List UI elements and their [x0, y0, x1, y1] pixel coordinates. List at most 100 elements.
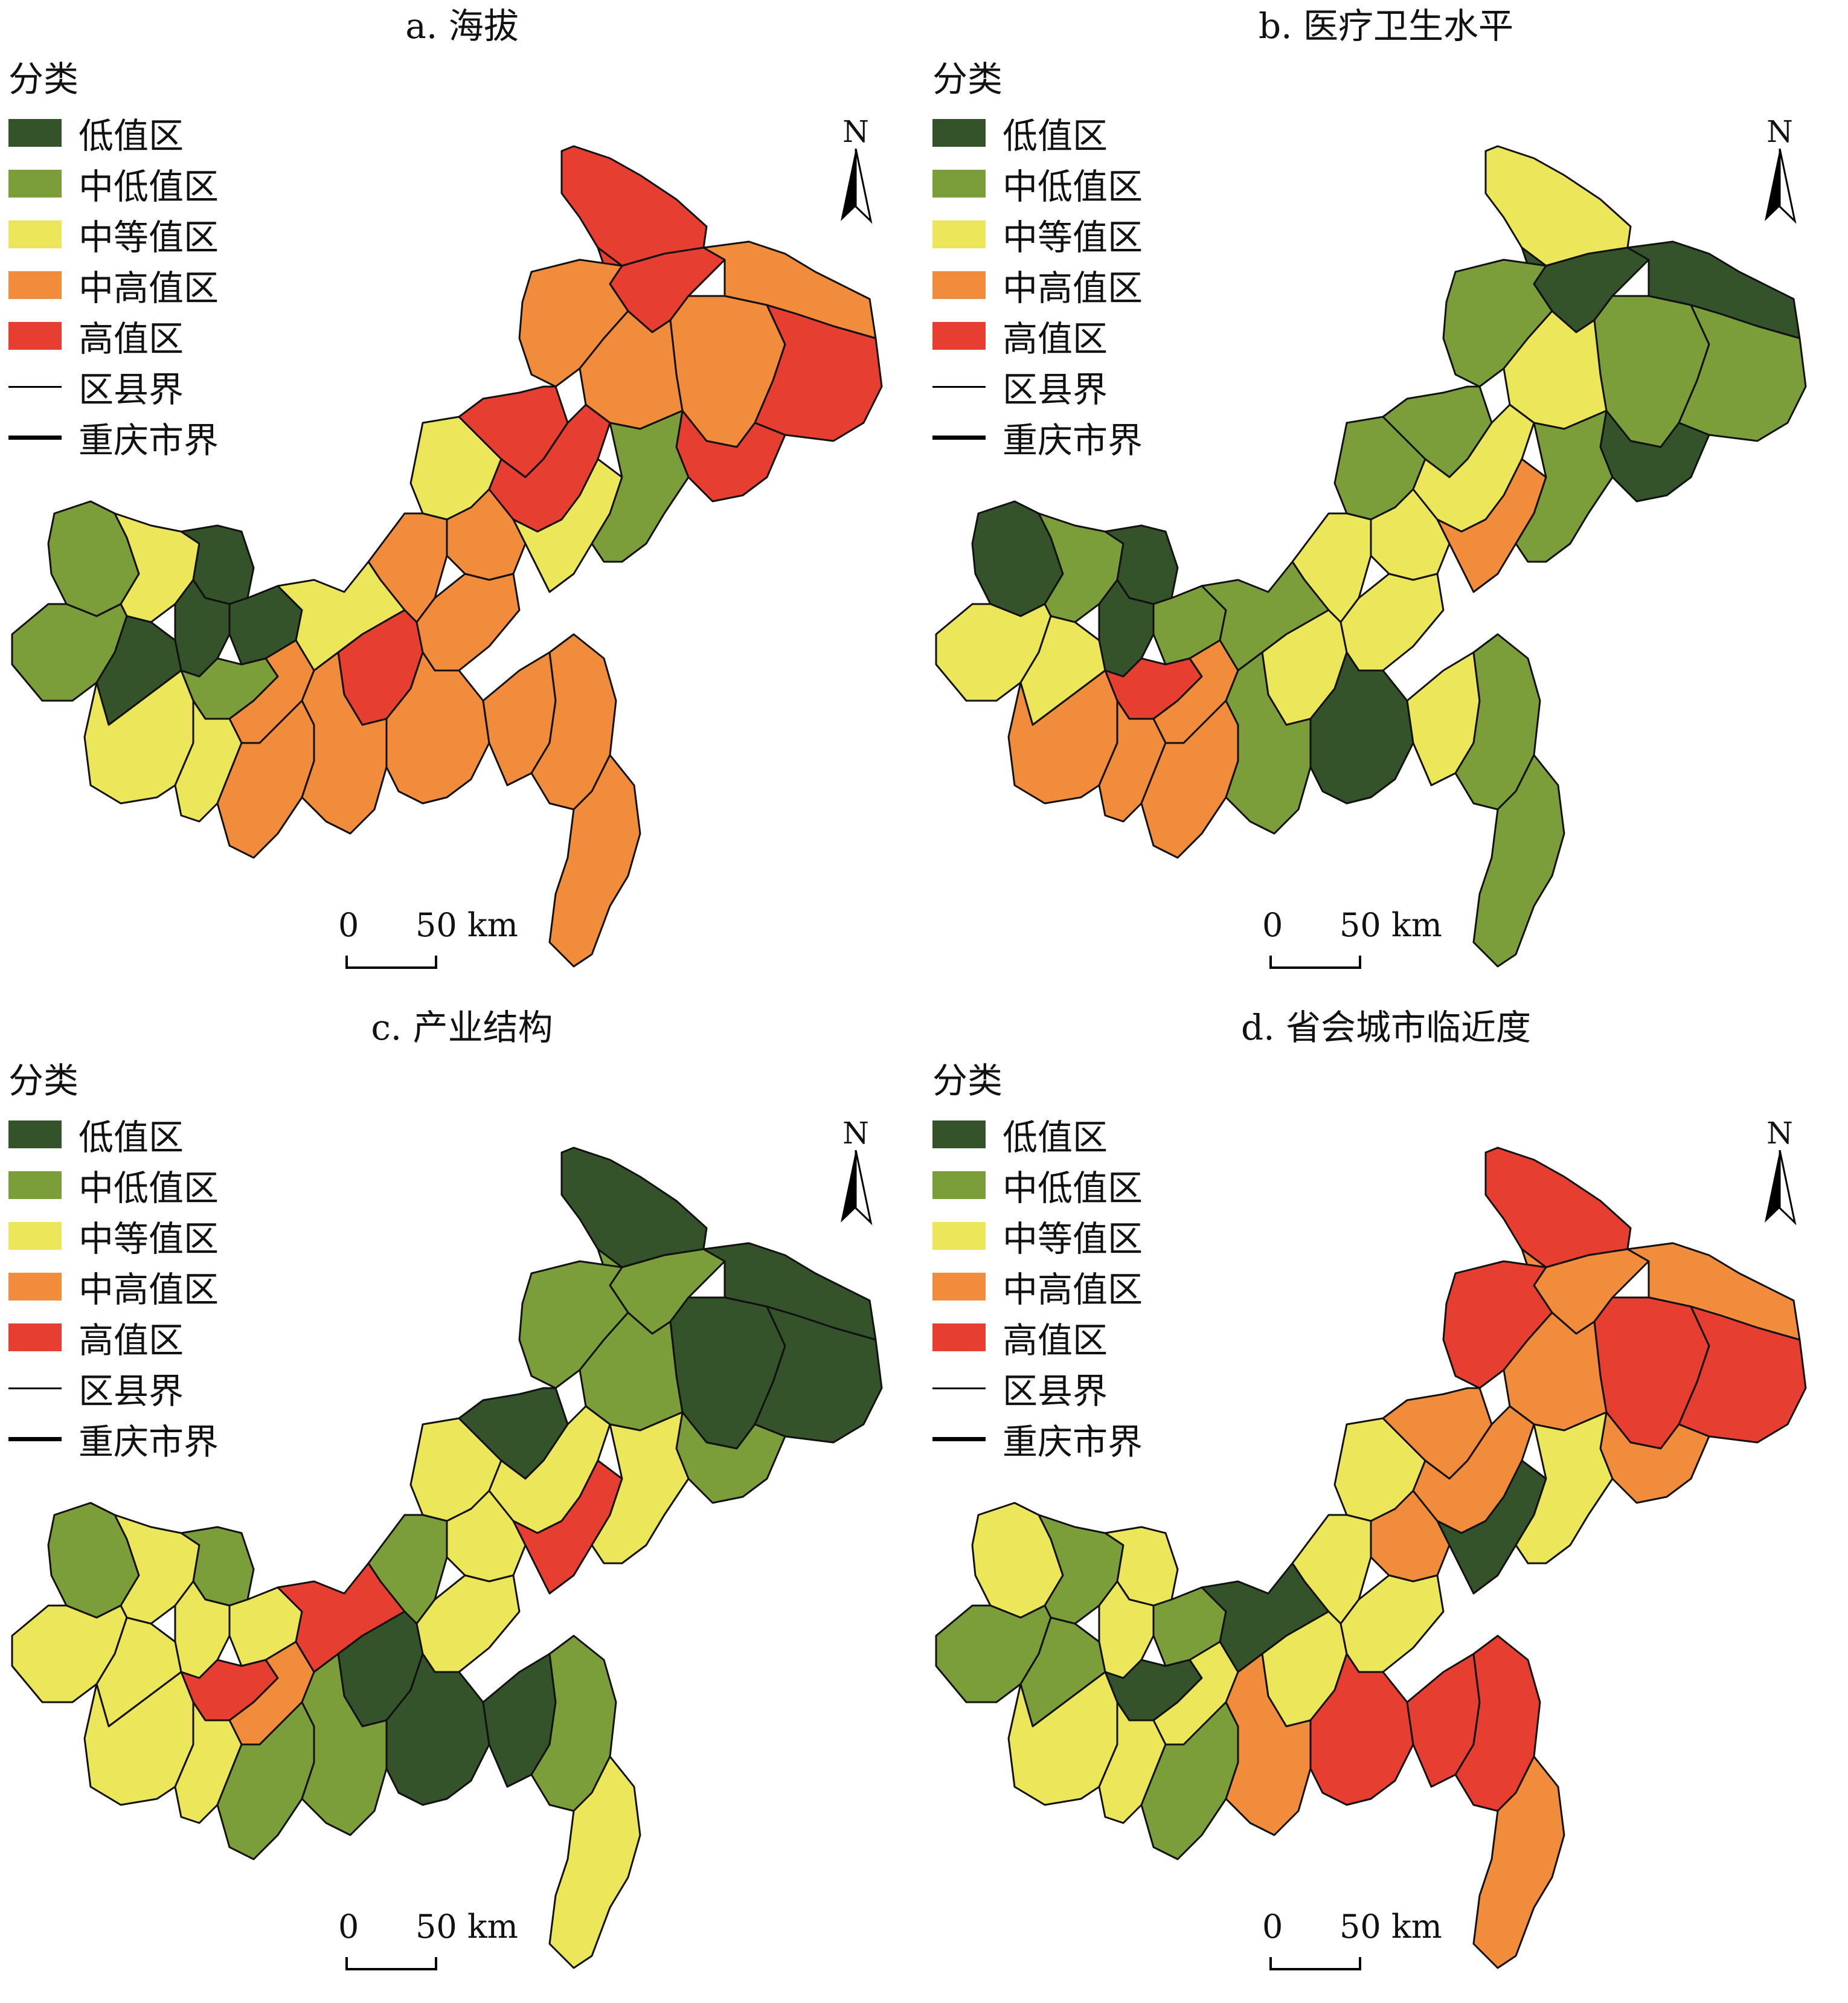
legend-label: 中等值区 [79, 217, 219, 258]
legend-swatch [8, 1273, 62, 1301]
north-label: N [842, 114, 869, 149]
legend-item-high: 高值区 [932, 1312, 1143, 1363]
legend-label: 中等值区 [1003, 1218, 1143, 1259]
county-region [1225, 651, 1312, 835]
legend-item-mid-high: 中高值区 [932, 260, 1143, 310]
legend-item-mid-low: 中低值区 [8, 158, 219, 209]
legend-label: 中高值区 [1003, 1269, 1143, 1310]
scale-bar-line [1269, 956, 1361, 969]
legend: 分类 低值区 中低值区 中等值区 中高值区 高值区 区县界 重庆市界 [8, 1059, 219, 1464]
legend-item-mid-high: 中高值区 [8, 1261, 219, 1312]
county-region [446, 1490, 527, 1583]
legend-label: 低值区 [1003, 115, 1108, 156]
county-boundary-line [8, 385, 62, 388]
north-label: N [842, 1116, 869, 1151]
north-label: N [1766, 1116, 1793, 1151]
legend-item-high: 高值区 [932, 310, 1143, 361]
scale-zero-label: 0 [338, 1908, 359, 1946]
legend-heading: 分类 [8, 1060, 79, 1101]
legend-heading: 分类 [932, 59, 1003, 100]
legend-label: 区县界 [1003, 369, 1108, 410]
legend-label: 区县界 [79, 1371, 184, 1412]
legend-swatch [8, 1323, 62, 1351]
legend-label: 区县界 [1003, 1371, 1108, 1412]
legend-item-county-boundary: 区县界 [932, 361, 1143, 412]
county-region [1225, 1653, 1312, 1836]
legend-label: 中高值区 [79, 1269, 219, 1310]
legend-swatch [8, 170, 62, 198]
county-boundary-line [8, 1387, 62, 1389]
scale-zero-label: 0 [1262, 906, 1283, 944]
county-region [1678, 304, 1807, 442]
panel-title: a. 海拔 [405, 5, 519, 47]
legend-label: 中高值区 [79, 268, 219, 309]
legend-item-low: 低值区 [932, 108, 1143, 158]
north-arrow-icon [841, 1149, 873, 1226]
north-arrow-icon [1765, 1149, 1797, 1226]
scale-bar-line [1269, 1957, 1361, 1970]
legend-item-low: 低值区 [8, 108, 219, 158]
county-region [1038, 512, 1125, 623]
panel-title: b. 医疗卫生水平 [1258, 5, 1513, 47]
county-region [114, 1514, 201, 1625]
legend: 分类 低值区 中低值区 中等值区 中高值区 高值区 区县界 重庆市界 [932, 1059, 1143, 1464]
north-label: N [1766, 114, 1793, 149]
county-region [114, 512, 201, 623]
north-arrow: N [1759, 115, 1801, 230]
legend-label: 高值区 [1003, 318, 1108, 359]
north-arrow-icon [1765, 148, 1797, 224]
legend-label: 中低值区 [79, 166, 219, 207]
city-boundary-line [932, 1436, 986, 1441]
panel-title: c. 产业结构 [371, 1007, 553, 1048]
county-region [1472, 1755, 1565, 1969]
legend-item-city-boundary: 重庆市界 [8, 1413, 219, 1464]
panel-b: b. 医疗卫生水平 分类 低值区 中低值区 中等值区 中高值区 高值区 区县界 … [924, 0, 1848, 1002]
legend-item-mid-high: 中高值区 [8, 260, 219, 310]
north-arrow-icon [841, 148, 873, 224]
legend-label: 中高值区 [1003, 268, 1143, 309]
legend-label: 重庆市界 [79, 1421, 219, 1462]
county-region [1370, 1490, 1451, 1583]
legend-label: 高值区 [79, 1320, 184, 1361]
legend-item-mid-high: 中高值区 [932, 1261, 1143, 1312]
legend-label: 高值区 [79, 318, 184, 359]
legend-swatch [932, 1323, 986, 1351]
legend-item-low: 低值区 [932, 1109, 1143, 1160]
legend-label: 重庆市界 [79, 420, 219, 461]
legend-heading: 分类 [8, 59, 79, 100]
scale-fifty-label: 50 km [415, 1908, 518, 1946]
legend-swatch [8, 1120, 62, 1148]
legend-item-city-boundary: 重庆市界 [8, 412, 219, 463]
scale-bar-line [345, 956, 437, 969]
legend-label: 高值区 [1003, 1320, 1108, 1361]
legend-item-medium: 中等值区 [932, 1210, 1143, 1261]
north-arrow: N [835, 115, 877, 230]
choropleth-map [935, 145, 1807, 968]
panel-a: a. 海拔 分类 低值区 中低值区 中等值区 中高值区 高值区 区县界 重庆市界… [0, 0, 924, 1002]
legend-swatch [932, 1273, 986, 1301]
legend-item-mid-low: 中低值区 [8, 1160, 219, 1210]
legend: 分类 低值区 中低值区 中等值区 中高值区 高值区 区县界 重庆市界 [932, 58, 1143, 463]
legend-item-city-boundary: 重庆市界 [932, 1413, 1143, 1464]
city-boundary-line [8, 1436, 62, 1441]
legend-item-high: 高值区 [8, 1312, 219, 1363]
county-region [560, 145, 708, 267]
legend-label: 重庆市界 [1003, 420, 1143, 461]
legend-heading: 分类 [932, 1060, 1003, 1101]
legend-swatch [8, 220, 62, 248]
county-region [591, 410, 690, 563]
legend-label: 低值区 [1003, 1117, 1108, 1158]
legend-swatch [8, 1222, 62, 1250]
county-region [1472, 754, 1565, 968]
legend-label: 中等值区 [1003, 217, 1143, 258]
scale-fifty-label: 50 km [1339, 1908, 1442, 1946]
county-boundary-line [932, 385, 986, 388]
county-region [1515, 1411, 1614, 1564]
county-region [1370, 488, 1451, 581]
county-region [548, 1755, 641, 1969]
legend-item-county-boundary: 区县界 [8, 1363, 219, 1413]
county-region [591, 1411, 690, 1564]
county-region [446, 488, 527, 581]
legend-item-city-boundary: 重庆市界 [932, 412, 1143, 463]
legend-item-county-boundary: 区县界 [8, 361, 219, 412]
